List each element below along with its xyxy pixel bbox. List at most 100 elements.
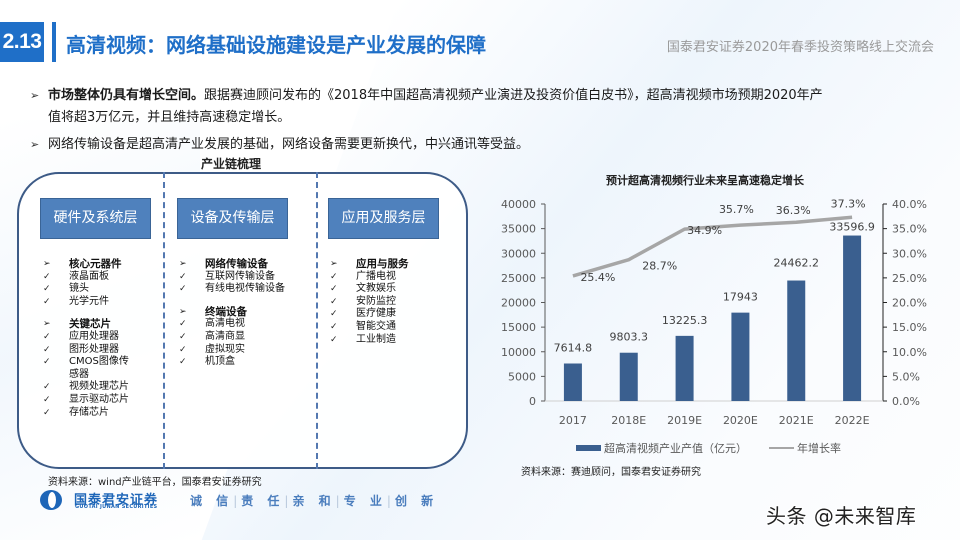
- motto-item: 创 新: [394, 494, 439, 508]
- svg-text:25000: 25000: [501, 272, 536, 285]
- company-logo-icon: [40, 490, 62, 510]
- diagram-title: 产业链梳理: [201, 157, 262, 171]
- motto-item: 亲 和: [292, 494, 336, 508]
- motto-item: 诚 信: [190, 494, 234, 508]
- svg-text:17943: 17943: [723, 291, 758, 304]
- motto-item: 责 任: [241, 494, 285, 508]
- list-item: CMOS图像传感器: [69, 356, 129, 380]
- chart-source-note: 资料来源：赛迪顾问，国泰君安证券研究: [521, 467, 701, 478]
- bullet-network-equipment: ➢ 网络传输设备是超高清产业发展的基础，网络设备需要更新换代，中兴通讯等受益。: [30, 133, 529, 152]
- legend-bar-label: 超高清视频产业产值（亿元）: [604, 442, 747, 455]
- legend-bar-swatch: [576, 445, 601, 451]
- arrow-bullet-icon: ➢: [43, 319, 51, 330]
- svg-text:36.3%: 36.3%: [776, 204, 811, 217]
- column-divider: [316, 172, 318, 469]
- layer-hardware-system: 硬件及系统层: [40, 198, 151, 239]
- list-item: 机顶盒: [205, 356, 235, 368]
- arrow-bullet-icon: ➢: [30, 138, 40, 151]
- check-icon: ✓: [330, 284, 338, 295]
- chart-legend: 超高清视频产业产值（亿元） 年增长率: [576, 440, 841, 456]
- list-item: 图形处理器: [69, 343, 119, 355]
- svg-text:2019E: 2019E: [667, 414, 702, 427]
- check-icon: ✓: [330, 321, 338, 332]
- arrow-bullet-icon: ➢: [330, 259, 338, 269]
- svg-text:20.0%: 20.0%: [892, 297, 927, 310]
- svg-text:40.0%: 40.0%: [892, 198, 927, 211]
- check-icon: ✓: [43, 344, 51, 355]
- check-icon: ✓: [330, 271, 338, 282]
- arrow-bullet-icon: ➢: [179, 306, 187, 317]
- svg-text:15000: 15000: [501, 321, 536, 334]
- svg-text:30000: 30000: [501, 247, 536, 260]
- svg-text:20000: 20000: [501, 297, 536, 310]
- bullet-text: 跟据赛迪顾问发布的《2018年中国超高清视频产业演进及投资价值白皮书》，超高清视…: [204, 88, 823, 103]
- header-divider: [52, 22, 56, 62]
- check-icon: ✓: [179, 331, 187, 342]
- check-icon: ✓: [43, 296, 51, 307]
- svg-text:33596.9: 33596.9: [829, 221, 875, 234]
- check-icon: ✓: [43, 284, 51, 295]
- svg-text:2020E: 2020E: [723, 414, 758, 427]
- svg-text:0.0%: 0.0%: [892, 395, 920, 408]
- svg-text:10000: 10000: [501, 346, 536, 359]
- arrow-bullet-icon: ➢: [30, 89, 40, 102]
- svg-text:5.0%: 5.0%: [892, 370, 920, 383]
- list-item: 显示驱动芯片: [69, 393, 129, 405]
- legend-line-label: 年增长率: [797, 442, 841, 455]
- svg-text:2018E: 2018E: [611, 414, 646, 427]
- check-icon: ✓: [179, 271, 187, 282]
- page-title: 高清视频：网络基础设施建设是产业发展的保障: [66, 33, 486, 57]
- check-icon: ✓: [330, 334, 338, 345]
- group-heading: 应用与服务: [356, 258, 409, 270]
- svg-text:40000: 40000: [501, 198, 536, 211]
- arrow-bullet-icon: ➢: [43, 259, 51, 269]
- check-icon: ✓: [43, 271, 51, 282]
- check-icon: ✓: [179, 344, 187, 355]
- list-item: 文教娱乐: [356, 283, 396, 295]
- chart-title: 预计超高清视频行业未来呈高速稳定增长: [606, 174, 804, 187]
- event-subtitle: 国泰君安证券2020年春季投资策略线上交流会: [666, 40, 934, 55]
- motto-item: 专 业: [343, 494, 387, 508]
- svg-text:25.4%: 25.4%: [580, 271, 615, 284]
- list-item: 高清电视: [205, 318, 245, 330]
- svg-text:30.0%: 30.0%: [892, 247, 927, 260]
- list-item: 安防监控: [356, 295, 396, 307]
- svg-text:10.0%: 10.0%: [892, 346, 927, 359]
- svg-text:2021E: 2021E: [779, 414, 814, 427]
- group-heading: 核心元器件: [69, 258, 122, 270]
- svg-text:15.0%: 15.0%: [892, 321, 927, 334]
- svg-text:0: 0: [529, 395, 536, 408]
- list-item: 虚拟现实: [205, 343, 245, 355]
- svg-text:2017: 2017: [559, 414, 587, 427]
- list-item: 应用处理器: [69, 330, 119, 342]
- svg-text:35.0%: 35.0%: [892, 223, 927, 236]
- check-icon: ✓: [330, 296, 338, 307]
- svg-text:24462.2: 24462.2: [774, 257, 820, 270]
- bullet-continuation: 值将超3万亿元，并且维持高速稳定增长。: [48, 110, 291, 125]
- svg-text:28.7%: 28.7%: [642, 260, 677, 273]
- list-item: 镜头: [69, 283, 89, 295]
- bullet-text: 网络传输设备是超高清产业发展的基础，网络设备需要更新换代，中兴通讯等受益。: [48, 137, 530, 152]
- hardware-column-list: ➢ 核心元器件 ✓ 液晶面板 ✓ 镜头 ✓ 光学元件 ➢ 关键芯片 ✓ 应用处理器 ✓ 图形处…: [43, 258, 135, 419]
- check-icon: ✓: [43, 357, 51, 368]
- svg-text:9803.3: 9803.3: [610, 331, 649, 344]
- check-icon: ✓: [43, 382, 51, 393]
- check-icon: ✓: [179, 357, 187, 368]
- company-name-cn: 国泰君安证券: [74, 493, 159, 508]
- list-item: 医疗健康: [356, 308, 396, 320]
- list-item: 工业制造: [356, 333, 396, 345]
- check-icon: ✓: [179, 319, 187, 330]
- list-item: 有线电视传输设备: [205, 283, 285, 295]
- equipment-column-list: ➢ 网络传输设备 ✓ 互联网传输设备 ✓ 有线电视传输设备 ➢ 终端设备 ✓ 高清电视 ✓…: [179, 258, 285, 369]
- company-motto: 诚 信|责 任|亲 和|专 业|创 新: [190, 494, 439, 508]
- check-icon: ✓: [43, 407, 51, 418]
- watermark: 头条 @未来智库: [766, 504, 917, 528]
- svg-text:34.9%: 34.9%: [687, 224, 722, 237]
- list-item: 广播电视: [356, 270, 396, 282]
- list-item: 视频处理芯片: [69, 381, 129, 393]
- svg-text:13225.3: 13225.3: [662, 314, 708, 327]
- list-item: 光学元件: [69, 295, 109, 307]
- bullet-market-growth: ➢ 市场整体仍具有增长空间。跟据赛迪顾问发布的《2018年中国超高清视频产业演进及…: [30, 84, 823, 103]
- group-heading: 关键芯片: [69, 318, 111, 331]
